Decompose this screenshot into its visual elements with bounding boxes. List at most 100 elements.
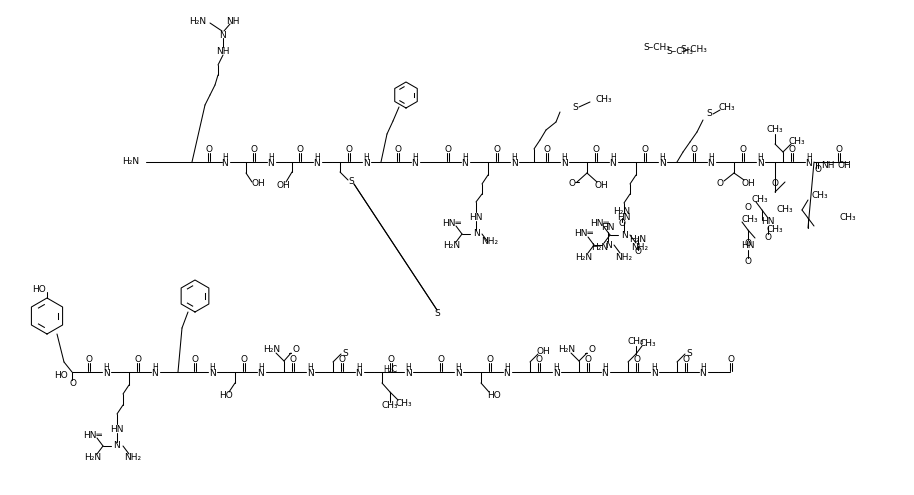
Text: H: H	[462, 152, 468, 161]
Text: O: O	[745, 257, 751, 266]
Text: H: H	[209, 362, 215, 372]
Text: O: O	[444, 145, 452, 153]
Text: N: N	[553, 368, 559, 378]
Text: HO: HO	[32, 286, 46, 295]
Text: H₂N: H₂N	[84, 453, 101, 462]
Text: O: O	[290, 354, 296, 363]
Text: N: N	[356, 368, 362, 378]
Text: S–CH₃: S–CH₃	[681, 46, 707, 54]
Text: S: S	[572, 102, 578, 111]
Text: HN═: HN═	[590, 219, 610, 229]
Text: N: N	[208, 368, 216, 378]
Text: O: O	[584, 354, 591, 363]
Text: HN: HN	[469, 212, 483, 221]
Text: O: O	[250, 145, 258, 153]
Text: N: N	[805, 158, 813, 167]
Text: O: O	[240, 354, 248, 363]
Text: O: O	[789, 145, 795, 153]
Text: O: O	[814, 165, 822, 175]
Text: CH₃: CH₃	[382, 401, 399, 410]
Text: H: H	[659, 152, 664, 161]
Text: NH₂: NH₂	[482, 238, 498, 247]
Text: H₂C: H₂C	[383, 365, 397, 375]
Text: H: H	[651, 362, 657, 372]
Text: H: H	[561, 152, 567, 161]
Text: O: O	[536, 354, 543, 363]
Text: OH: OH	[837, 161, 851, 170]
Text: CH₃: CH₃	[812, 191, 828, 199]
Text: H₂N: H₂N	[576, 252, 592, 261]
Text: HO: HO	[487, 391, 501, 399]
Text: N: N	[605, 241, 611, 249]
Text: NH₂: NH₂	[124, 453, 142, 462]
Text: NH₂: NH₂	[615, 252, 632, 261]
Text: O: O	[592, 145, 600, 153]
Text: S–CH₃: S–CH₃	[643, 44, 671, 52]
Text: N: N	[621, 231, 627, 240]
Text: CH₃: CH₃	[777, 205, 793, 214]
Text: H: H	[356, 362, 362, 372]
Text: H: H	[314, 152, 320, 161]
Text: S: S	[342, 348, 348, 357]
Text: O: O	[745, 240, 751, 248]
Text: HN═: HN═	[442, 219, 462, 229]
Text: OH: OH	[741, 179, 755, 188]
Text: O: O	[589, 346, 596, 354]
Text: S: S	[686, 348, 692, 357]
Text: CH₃: CH₃	[751, 196, 769, 204]
Text: N: N	[268, 158, 274, 167]
Text: O: O	[486, 354, 494, 363]
Text: H: H	[611, 152, 616, 161]
Text: O: O	[717, 179, 724, 188]
Text: N: N	[405, 368, 411, 378]
Text: H: H	[258, 362, 264, 372]
Text: H: H	[700, 362, 706, 372]
Text: HN: HN	[111, 425, 123, 434]
Text: N: N	[113, 442, 121, 450]
Text: N: N	[610, 158, 616, 167]
Text: OH: OH	[251, 180, 265, 189]
Text: NH: NH	[217, 47, 229, 55]
Text: O: O	[569, 180, 576, 189]
Text: O: O	[683, 354, 689, 363]
Text: O: O	[494, 145, 501, 153]
Text: H: H	[412, 152, 418, 161]
Text: H₂N: H₂N	[558, 345, 576, 353]
Text: N: N	[221, 158, 228, 167]
Text: CH₃: CH₃	[628, 338, 644, 346]
Text: N: N	[258, 368, 264, 378]
Text: H: H	[455, 362, 461, 372]
Text: H: H	[363, 152, 369, 161]
Text: H: H	[268, 152, 274, 161]
Text: H: H	[511, 152, 517, 161]
Text: CH₃: CH₃	[396, 398, 412, 407]
Text: N: N	[757, 158, 763, 167]
Text: CH₃: CH₃	[741, 215, 759, 225]
Text: CH₃: CH₃	[789, 137, 805, 146]
Text: H₂N: H₂N	[443, 242, 461, 250]
Text: O: O	[388, 354, 395, 363]
Text: OH: OH	[276, 181, 290, 190]
Text: O: O	[633, 354, 641, 363]
Text: O: O	[292, 346, 300, 354]
Text: N: N	[102, 368, 110, 378]
Text: O: O	[544, 145, 550, 153]
Text: HN: HN	[761, 217, 775, 227]
Text: N: N	[462, 158, 468, 167]
Text: HN═: HN═	[575, 230, 593, 239]
Text: O: O	[206, 145, 212, 153]
Text: NH₂: NH₂	[632, 243, 649, 251]
Text: NH: NH	[822, 161, 834, 170]
Text: N: N	[219, 31, 227, 40]
Text: CH₃: CH₃	[767, 226, 783, 235]
Text: H₂N: H₂N	[122, 157, 140, 166]
Text: CH₃: CH₃	[718, 103, 735, 112]
Text: HO: HO	[54, 372, 68, 381]
Text: N: N	[707, 158, 715, 167]
Text: H₂N: H₂N	[263, 345, 281, 353]
Text: O: O	[345, 145, 353, 153]
Text: O: O	[764, 234, 771, 243]
Text: O: O	[634, 248, 642, 256]
Text: H: H	[505, 362, 510, 372]
Text: OH: OH	[537, 346, 550, 355]
